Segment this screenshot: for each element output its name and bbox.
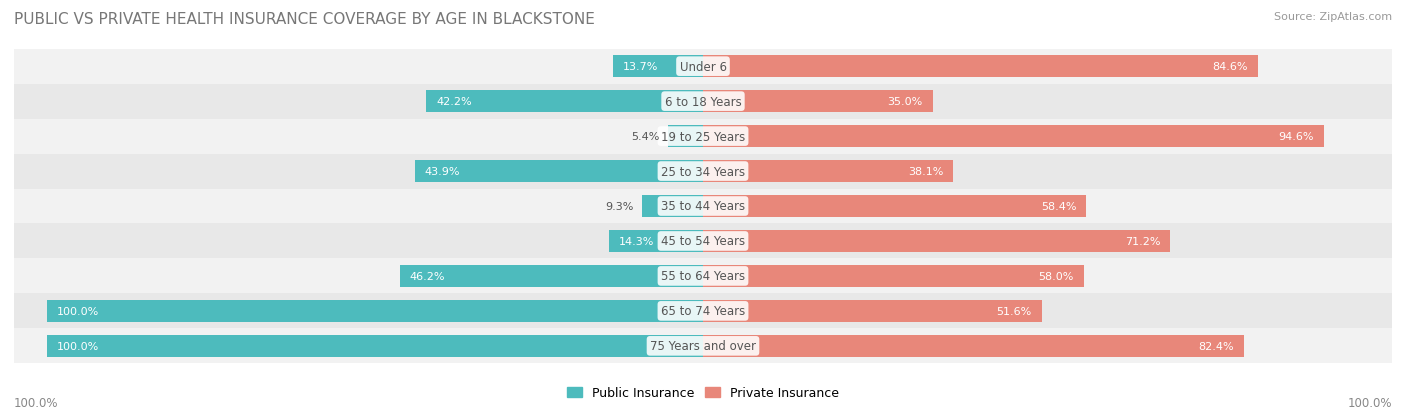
Legend: Public Insurance, Private Insurance: Public Insurance, Private Insurance: [562, 381, 844, 404]
Text: 51.6%: 51.6%: [997, 306, 1032, 316]
Bar: [46, 300, 703, 322]
Bar: [14, 329, 1392, 363]
Bar: [703, 300, 1042, 322]
Text: 84.6%: 84.6%: [1213, 62, 1249, 72]
Bar: [14, 50, 1392, 84]
Text: 58.4%: 58.4%: [1040, 202, 1077, 211]
Text: 9.3%: 9.3%: [606, 202, 634, 211]
Bar: [703, 161, 953, 183]
Bar: [703, 335, 1244, 357]
Text: Source: ZipAtlas.com: Source: ZipAtlas.com: [1274, 12, 1392, 22]
Text: 38.1%: 38.1%: [908, 166, 943, 177]
Text: 45 to 54 Years: 45 to 54 Years: [661, 235, 745, 248]
Bar: [703, 196, 1087, 217]
Text: 43.9%: 43.9%: [425, 166, 460, 177]
Bar: [613, 56, 703, 78]
Bar: [415, 161, 703, 183]
Text: 46.2%: 46.2%: [409, 271, 446, 281]
Text: 65 to 74 Years: 65 to 74 Years: [661, 305, 745, 318]
Bar: [14, 154, 1392, 189]
Bar: [399, 266, 703, 287]
Text: 94.6%: 94.6%: [1278, 132, 1313, 142]
Text: 35.0%: 35.0%: [887, 97, 922, 107]
Bar: [426, 91, 703, 113]
Bar: [703, 230, 1170, 252]
Text: 100.0%: 100.0%: [56, 306, 98, 316]
Text: 100.0%: 100.0%: [1347, 396, 1392, 409]
Bar: [46, 335, 703, 357]
Text: Under 6: Under 6: [679, 61, 727, 74]
Bar: [643, 196, 703, 217]
Bar: [14, 84, 1392, 119]
Text: 100.0%: 100.0%: [14, 396, 59, 409]
Text: 14.3%: 14.3%: [619, 236, 654, 247]
Text: 75 Years and over: 75 Years and over: [650, 339, 756, 352]
Bar: [14, 189, 1392, 224]
Text: 82.4%: 82.4%: [1198, 341, 1234, 351]
Text: 5.4%: 5.4%: [631, 132, 659, 142]
Bar: [703, 126, 1323, 147]
Bar: [703, 91, 932, 113]
Bar: [703, 56, 1258, 78]
Bar: [14, 259, 1392, 294]
Text: 6 to 18 Years: 6 to 18 Years: [665, 95, 741, 108]
Text: 13.7%: 13.7%: [623, 62, 658, 72]
Text: PUBLIC VS PRIVATE HEALTH INSURANCE COVERAGE BY AGE IN BLACKSTONE: PUBLIC VS PRIVATE HEALTH INSURANCE COVER…: [14, 12, 595, 27]
Bar: [703, 266, 1084, 287]
Text: 55 to 64 Years: 55 to 64 Years: [661, 270, 745, 283]
Text: 58.0%: 58.0%: [1039, 271, 1074, 281]
Bar: [14, 119, 1392, 154]
Bar: [668, 126, 703, 147]
Bar: [609, 230, 703, 252]
Text: 25 to 34 Years: 25 to 34 Years: [661, 165, 745, 178]
Bar: [14, 294, 1392, 329]
Text: 42.2%: 42.2%: [436, 97, 471, 107]
Text: 19 to 25 Years: 19 to 25 Years: [661, 130, 745, 143]
Bar: [14, 224, 1392, 259]
Text: 71.2%: 71.2%: [1125, 236, 1160, 247]
Text: 35 to 44 Years: 35 to 44 Years: [661, 200, 745, 213]
Text: 100.0%: 100.0%: [56, 341, 98, 351]
